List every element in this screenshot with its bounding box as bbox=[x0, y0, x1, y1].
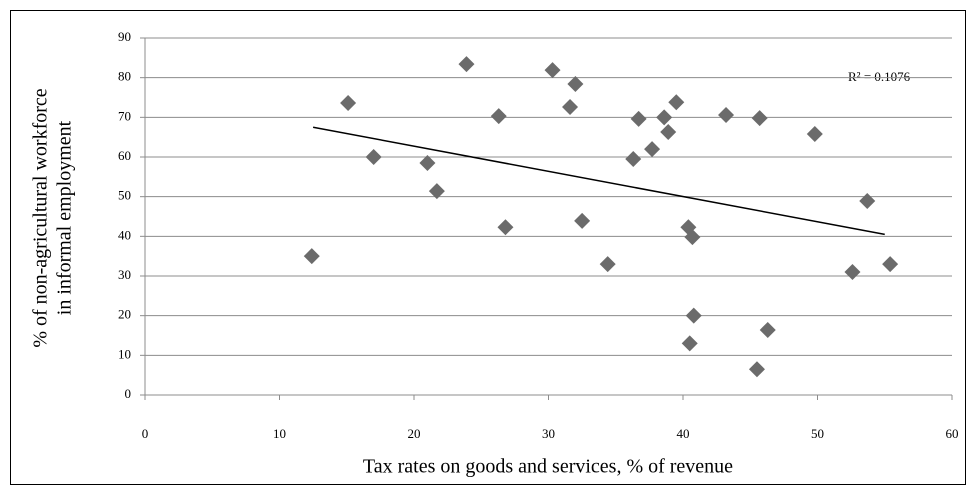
r-squared: R² = 0.1076 bbox=[848, 69, 911, 84]
y-tick-label: 30 bbox=[118, 267, 131, 282]
point bbox=[625, 150, 642, 167]
x-tick-label: 10 bbox=[273, 426, 286, 441]
trendline bbox=[312, 126, 885, 236]
y-axis-title: in informal employment bbox=[54, 120, 76, 315]
point bbox=[681, 335, 698, 352]
point bbox=[599, 256, 616, 273]
y-tick-label: 40 bbox=[118, 227, 131, 242]
point bbox=[490, 108, 507, 125]
point bbox=[660, 124, 677, 141]
y-tick-label: 90 bbox=[118, 29, 131, 44]
y-tick-label: 80 bbox=[118, 69, 131, 84]
x-tick-label: 0 bbox=[142, 426, 149, 441]
point bbox=[806, 125, 823, 142]
point bbox=[859, 193, 876, 210]
y-tick-label: 0 bbox=[125, 386, 132, 401]
point bbox=[458, 56, 475, 73]
point bbox=[303, 248, 320, 265]
point bbox=[574, 212, 591, 229]
point bbox=[567, 76, 584, 93]
x-tick-label: 50 bbox=[811, 426, 824, 441]
y-axis-title: % of non-agricultural workforce bbox=[30, 88, 52, 347]
point bbox=[630, 110, 647, 127]
point bbox=[562, 99, 579, 116]
x-axis-title: Tax rates on goods and services, % of re… bbox=[363, 456, 733, 478]
point bbox=[668, 94, 685, 111]
point bbox=[751, 110, 768, 127]
point bbox=[419, 154, 436, 171]
point bbox=[497, 219, 514, 236]
x-tick-label: 40 bbox=[677, 426, 690, 441]
y-tick-label: 50 bbox=[118, 188, 131, 203]
point bbox=[759, 321, 776, 338]
point bbox=[718, 106, 735, 123]
y-tick-label: 10 bbox=[118, 346, 131, 361]
point bbox=[656, 109, 673, 126]
point bbox=[882, 256, 899, 273]
point bbox=[365, 149, 382, 165]
point bbox=[684, 229, 701, 246]
y-tick-label: 60 bbox=[118, 148, 131, 163]
point bbox=[340, 95, 357, 112]
y-tick-label: 70 bbox=[118, 108, 131, 123]
point bbox=[428, 183, 445, 200]
point bbox=[685, 307, 702, 324]
chart-border bbox=[10, 10, 966, 485]
point bbox=[844, 264, 861, 281]
x-tick-label: 30 bbox=[542, 426, 555, 441]
point bbox=[544, 62, 561, 79]
x-tick-label: 20 bbox=[408, 426, 421, 441]
point bbox=[748, 361, 765, 378]
point bbox=[644, 141, 661, 158]
y-tick-label: 20 bbox=[118, 307, 131, 322]
x-tick-label: 60 bbox=[946, 426, 959, 441]
